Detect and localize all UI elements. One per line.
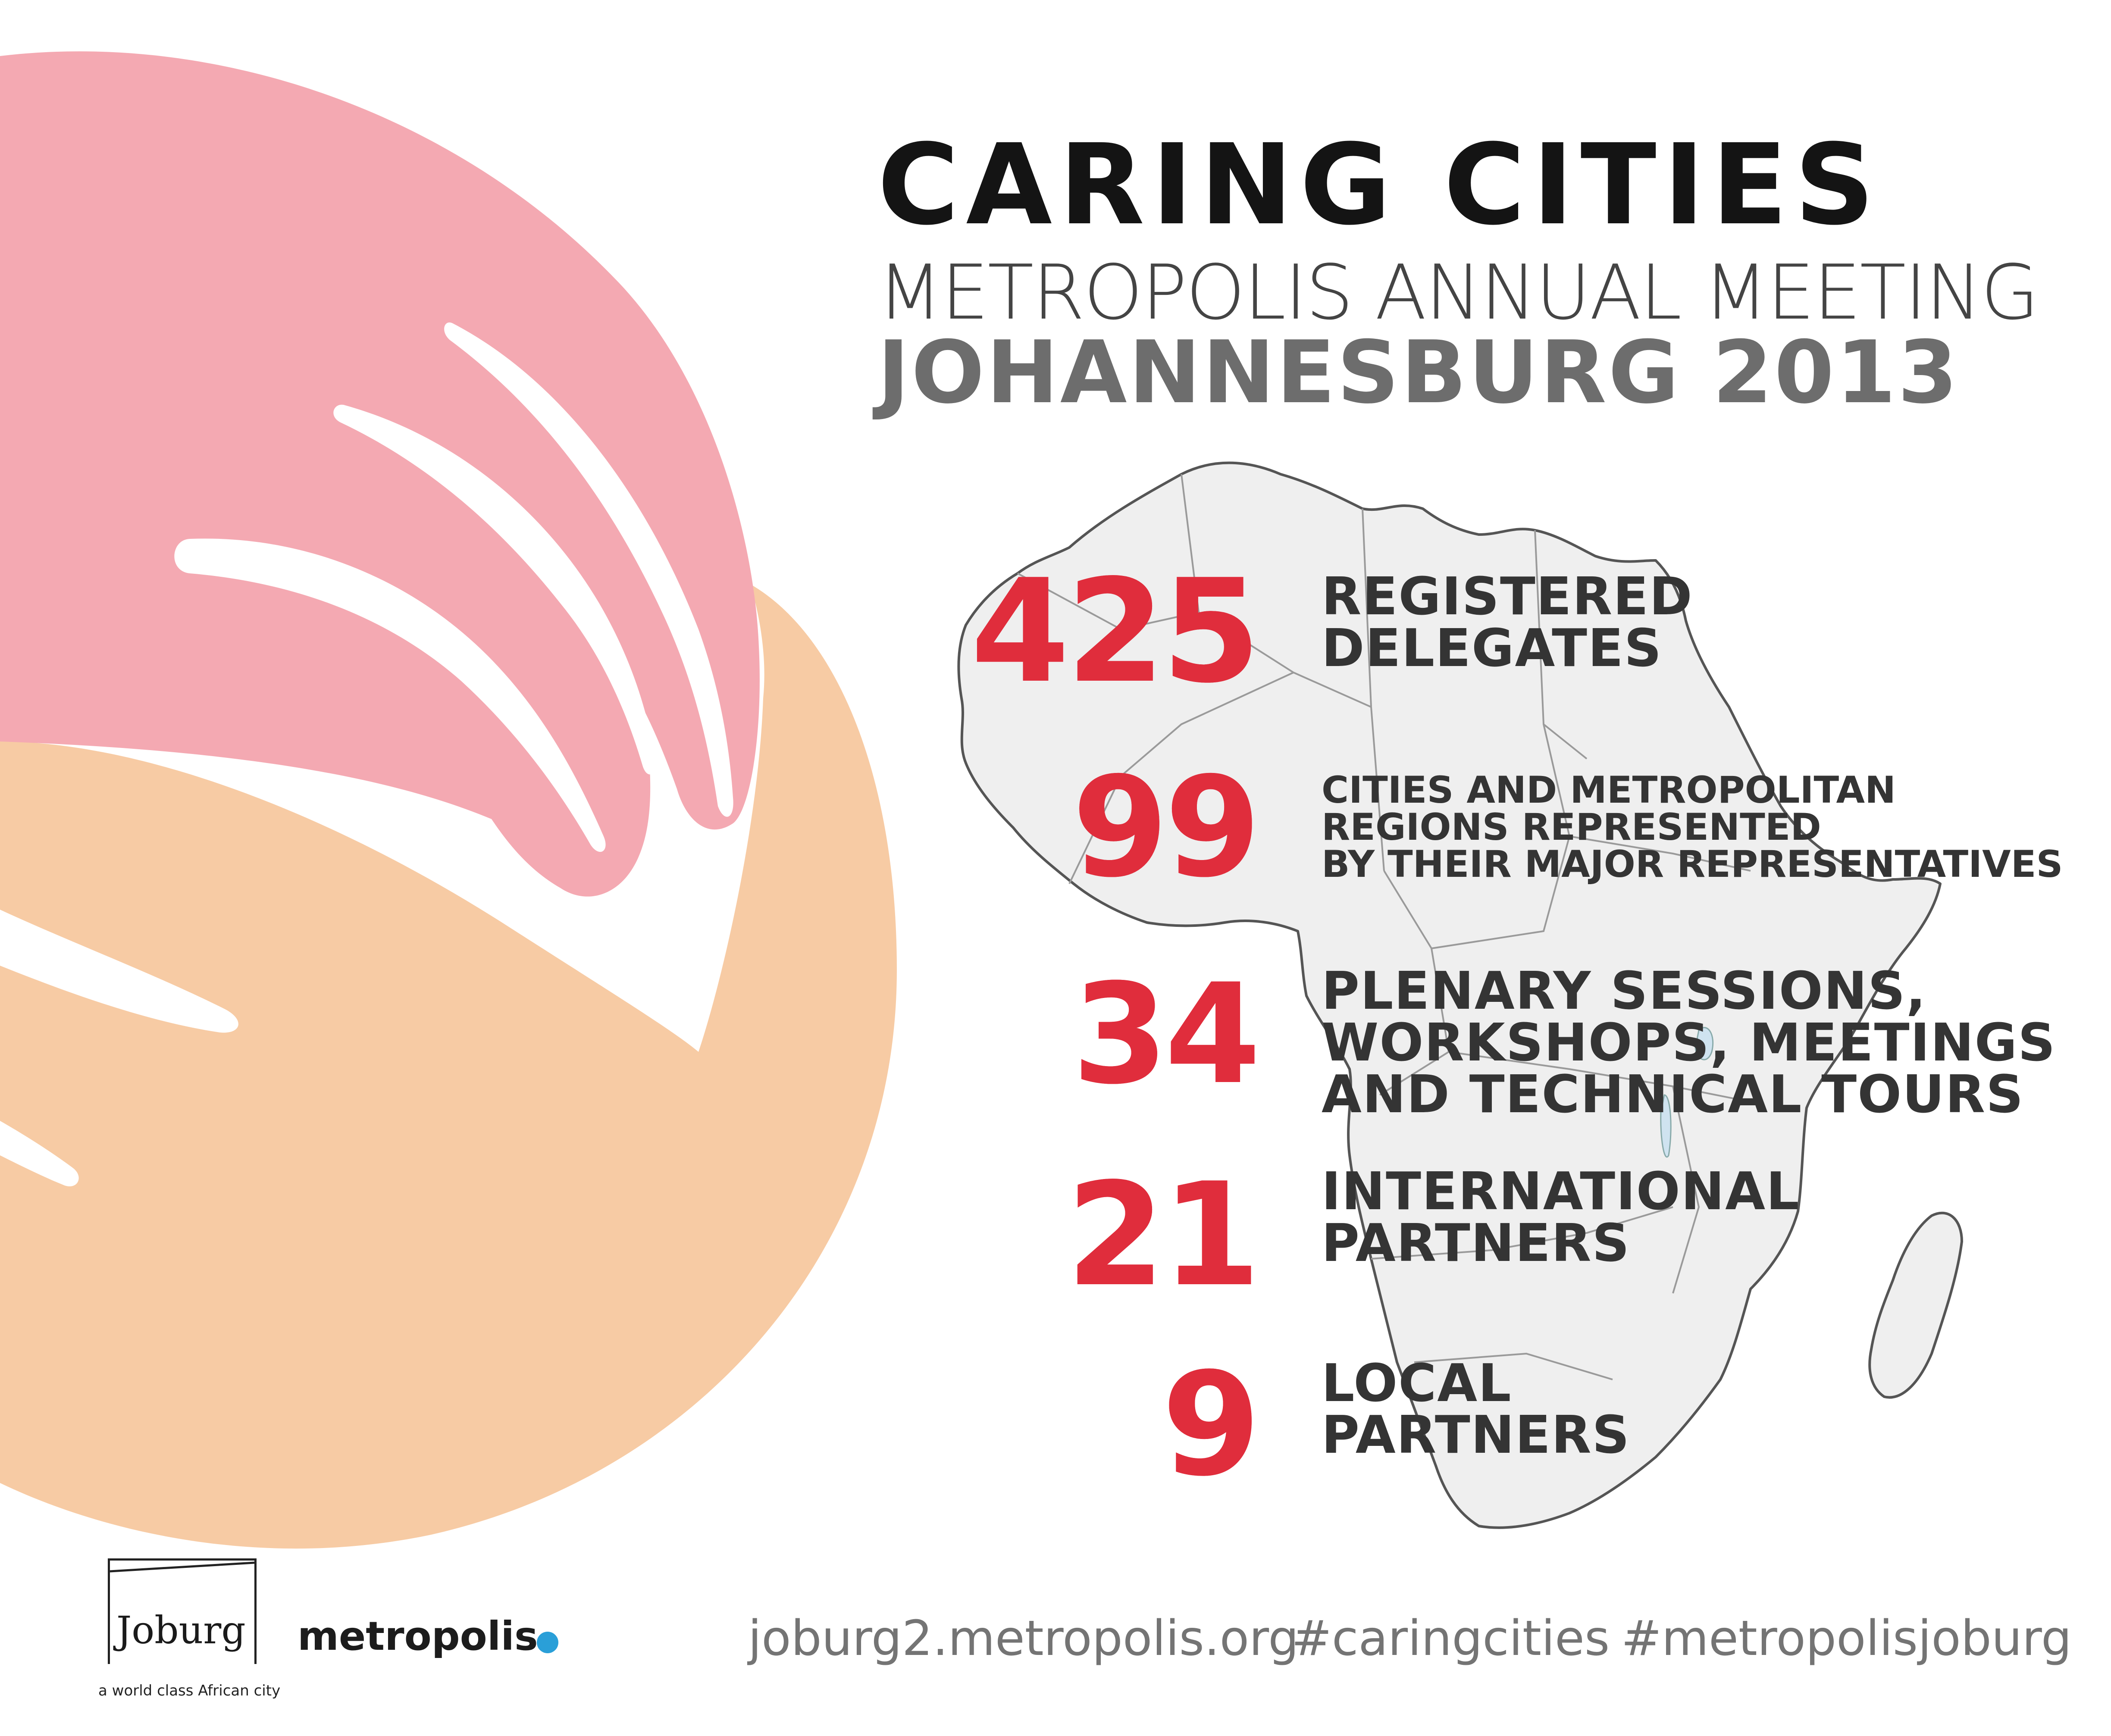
stat-label-line: LOCAL (1322, 1354, 1512, 1414)
joburg-logo[interactable]: Joburg (116, 1608, 246, 1652)
stat-label-line: DELEGATES (1322, 619, 1663, 679)
pink-hand (0, 51, 760, 897)
stat-label-line: INTERNATIONAL (1322, 1162, 1800, 1222)
stat-label-line: PARTNERS (1322, 1405, 1630, 1465)
stat-label-line: PARTNERS (1322, 1214, 1630, 1273)
location-year: JOHANNESBURG 2013 (877, 322, 1960, 423)
stat-label-line: BY THEIR MAJOR REPRESENTATIVES (1322, 843, 2063, 886)
stat-label-line: PLENARY SESSIONS, (1322, 961, 1927, 1021)
website-link[interactable]: joburg2.metropolis.org (748, 1611, 1299, 1667)
stat-label-local: LOCAL PARTNERS (1322, 1358, 1630, 1461)
peach-hand (0, 584, 897, 1549)
africa-map-icon (957, 461, 1964, 1529)
stat-number-cities: 99 (1072, 748, 1261, 908)
stat-label-cities: CITIES AND METROPOLITAN REGIONS REPRESEN… (1322, 772, 2063, 883)
hashtag-metropolisjoburg[interactable]: #metropolisjoburg (1621, 1611, 2072, 1667)
stat-number-delegates: 425 (971, 549, 1261, 714)
joburg-logo-frame (108, 1558, 257, 1664)
stat-label-international: INTERNATIONAL PARTNERS (1322, 1166, 1800, 1270)
stat-label-line: WORKSHOPS, MEETINGS (1322, 1013, 2056, 1073)
stat-number-sessions: 34 (1072, 954, 1261, 1115)
stat-label-delegates: REGISTERED DELEGATES (1322, 571, 1693, 675)
stat-label-line: REGIONS REPRESENTED (1322, 806, 1821, 849)
page-subtitle: METROPOLIS ANNUAL MEETING (877, 249, 2039, 337)
hands-icon (0, 51, 897, 1549)
stat-number-local: 9 (1162, 1342, 1261, 1508)
hashtag-caringcities[interactable]: #caringcities (1291, 1611, 1610, 1667)
stat-number-international: 21 (1066, 1152, 1261, 1318)
metropolis-logo[interactable]: metropolis (298, 1613, 538, 1659)
stat-label-sessions: PLENARY SESSIONS, WORKSHOPS, MEETINGS AN… (1322, 966, 2056, 1121)
stat-label-line: CITIES AND METROPOLITAN (1322, 769, 1896, 812)
metropolis-dot-icon (537, 1632, 558, 1653)
stat-label-line: REGISTERED (1322, 567, 1693, 627)
stat-label-line: AND TECHNICAL TOURS (1322, 1065, 2024, 1125)
page-title: CARING CITIES (877, 120, 1882, 250)
joburg-tagline: a world class African city (98, 1682, 281, 1699)
